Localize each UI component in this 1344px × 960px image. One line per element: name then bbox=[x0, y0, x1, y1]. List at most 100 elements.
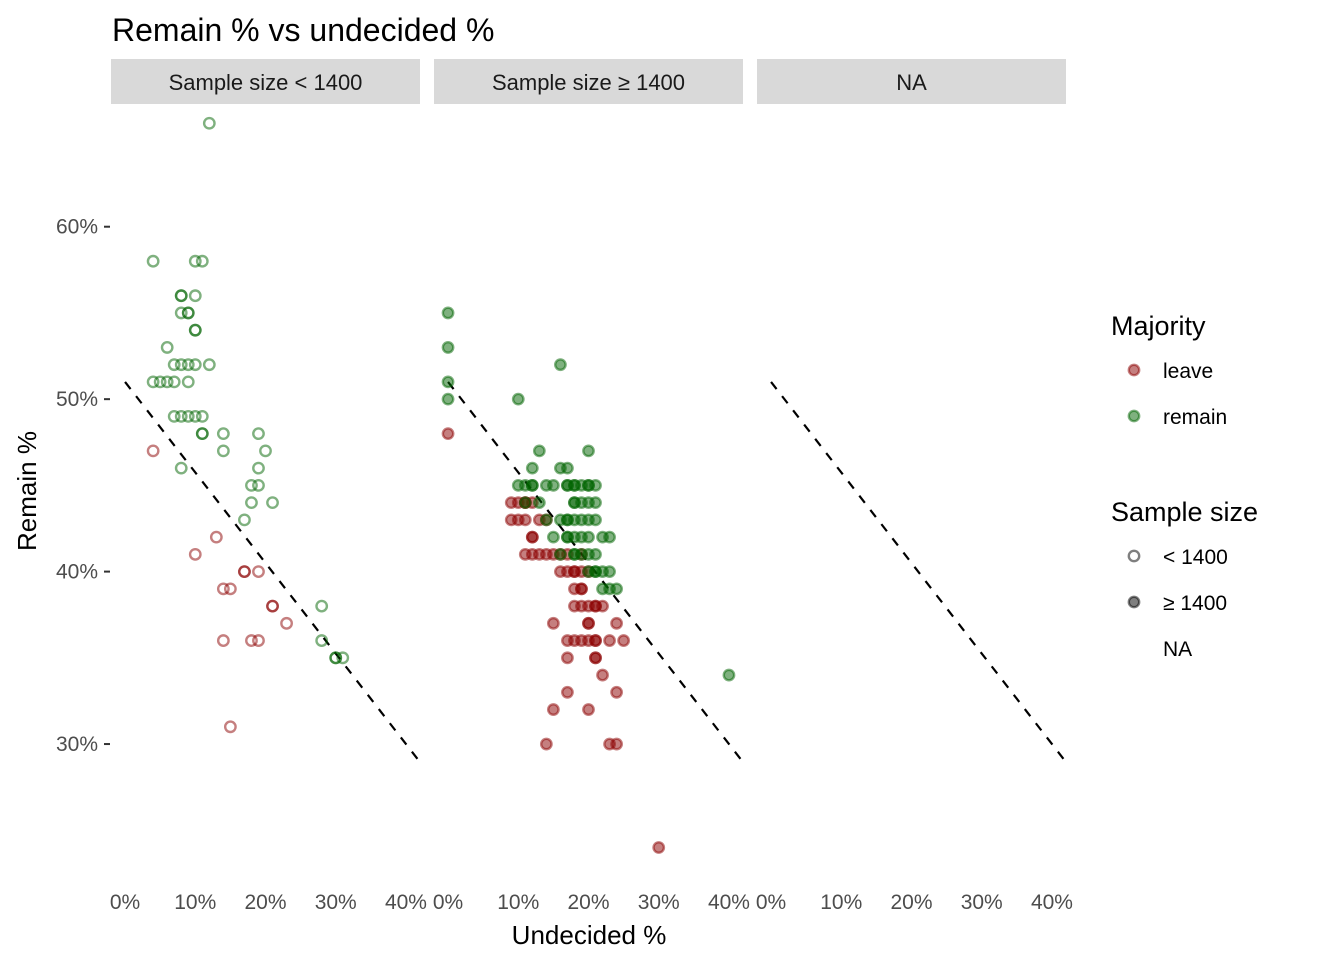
point-leave bbox=[216, 582, 230, 596]
y-tick-label: 30% bbox=[56, 733, 98, 756]
legend-key-sample-size bbox=[1127, 595, 1141, 609]
facet-strip bbox=[434, 59, 743, 104]
x-tick-label: 30% bbox=[961, 891, 1003, 914]
point-remain bbox=[589, 496, 602, 510]
point-leave bbox=[582, 616, 595, 630]
point-remain bbox=[252, 461, 265, 475]
point-remain bbox=[561, 461, 574, 475]
x-tick-label: 20% bbox=[567, 891, 609, 914]
point-remain bbox=[722, 668, 736, 682]
point-remain bbox=[610, 582, 623, 596]
point-remain bbox=[252, 478, 265, 492]
facet-strip-label: NA bbox=[896, 70, 927, 95]
point-remain bbox=[202, 358, 216, 372]
facet-panels: Sample size < 1400 0% 10% 20% 30% 40% Sample s… bbox=[110, 59, 1073, 914]
point-remain bbox=[329, 651, 343, 665]
point-remain bbox=[603, 565, 616, 578]
point-leave bbox=[223, 720, 237, 734]
x-axis-title: Undecided % bbox=[512, 920, 667, 950]
point-remain bbox=[245, 478, 258, 492]
facet-panel-ge: Sample size ≥ 1400 0% 10% 20% 30% 40% bbox=[433, 59, 750, 914]
x-tick-label: 30% bbox=[638, 891, 680, 914]
point-leave bbox=[223, 582, 237, 596]
point-leave bbox=[610, 685, 623, 699]
x-tick-label: 20% bbox=[244, 891, 286, 914]
facet-panel-lt: Sample size < 1400 0% 10% 20% 30% 40% bbox=[110, 59, 427, 914]
point-remain bbox=[188, 358, 202, 372]
point-remain bbox=[195, 409, 209, 423]
y-tick-label: 40% bbox=[56, 561, 98, 584]
legend-label-remain: remain bbox=[1163, 406, 1227, 429]
legend-label-leave: leave bbox=[1163, 360, 1213, 383]
legend-label-sample-size: < 1400 bbox=[1163, 546, 1228, 569]
point-remain bbox=[216, 427, 230, 441]
point-remain bbox=[146, 254, 160, 268]
point-remain bbox=[336, 651, 350, 665]
point-leave bbox=[188, 547, 202, 561]
point-remain bbox=[603, 530, 616, 544]
point-leave bbox=[617, 634, 631, 647]
point-remain bbox=[441, 306, 455, 320]
x-tick-label: 40% bbox=[385, 891, 427, 914]
x-tick-label: 0% bbox=[756, 891, 786, 914]
x-tick-label: 10% bbox=[174, 891, 216, 914]
point-leave bbox=[539, 737, 553, 751]
point-leave bbox=[441, 427, 455, 441]
point-remain bbox=[181, 358, 195, 372]
y-tick-label: 60% bbox=[56, 216, 98, 239]
point-leave bbox=[546, 616, 560, 630]
point-remain bbox=[546, 530, 560, 544]
point-remain bbox=[315, 599, 329, 613]
point-leave bbox=[238, 565, 251, 578]
point-remain bbox=[518, 496, 532, 510]
point-leave bbox=[589, 634, 602, 647]
point-remain bbox=[174, 409, 188, 423]
legend: Majority leave remain Sample size < 1400 ≥ 14… bbox=[1111, 311, 1258, 661]
point-leave bbox=[266, 599, 279, 613]
point-remain bbox=[554, 547, 567, 561]
point-remain bbox=[532, 444, 546, 458]
facet-strip-label: Sample size < 1400 bbox=[169, 70, 363, 95]
point-leave bbox=[589, 651, 602, 665]
point-remain bbox=[188, 289, 202, 303]
point-leave bbox=[280, 616, 293, 630]
point-remain bbox=[589, 547, 602, 561]
point-remain bbox=[441, 375, 455, 389]
point-leave bbox=[610, 737, 623, 751]
point-remain bbox=[554, 358, 567, 372]
point-remain bbox=[160, 341, 174, 354]
point-remain bbox=[195, 427, 209, 441]
point-remain bbox=[188, 409, 202, 423]
point-leave bbox=[652, 841, 666, 854]
point-remain bbox=[174, 461, 188, 475]
point-leave bbox=[603, 634, 616, 647]
point-remain bbox=[216, 444, 230, 458]
chart-title: Remain % vs undecided % bbox=[112, 12, 494, 48]
point-leave bbox=[518, 513, 532, 527]
point-remain bbox=[315, 634, 329, 647]
x-tick-label: 10% bbox=[497, 891, 539, 914]
facet-panel-na: NA 0% 10% 20% 30% 40% bbox=[756, 59, 1073, 914]
point-remain bbox=[153, 375, 167, 389]
facet-strip bbox=[757, 59, 1066, 104]
point-remain bbox=[195, 254, 209, 268]
point-remain bbox=[181, 409, 195, 423]
facet-strip bbox=[111, 59, 420, 104]
reference-line bbox=[124, 381, 421, 763]
point-remain bbox=[539, 513, 553, 527]
point-leave bbox=[252, 565, 265, 578]
legend-key-remain bbox=[1127, 409, 1141, 423]
point-remain bbox=[167, 409, 181, 423]
x-tick-label: 10% bbox=[820, 891, 862, 914]
point-remain bbox=[188, 323, 202, 337]
facet-strip-label: Sample size ≥ 1400 bbox=[492, 70, 685, 95]
x-tick-label: 0% bbox=[433, 891, 463, 914]
legend-key-leave bbox=[1127, 363, 1141, 377]
point-leave bbox=[146, 444, 160, 458]
point-leave bbox=[582, 703, 595, 716]
point-remain bbox=[174, 289, 188, 303]
point-remain bbox=[238, 513, 251, 527]
point-remain bbox=[146, 375, 160, 389]
point-remain bbox=[167, 358, 181, 372]
